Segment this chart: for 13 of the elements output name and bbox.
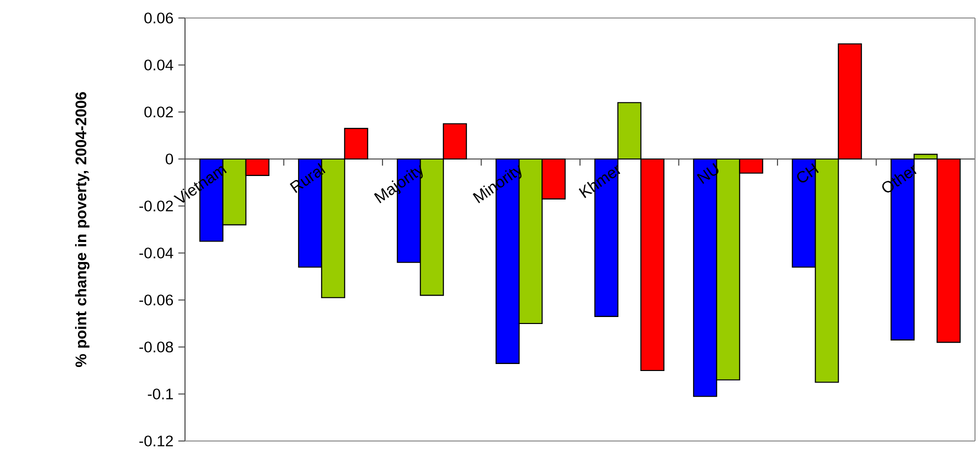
y-axis-title: % point change in poverty, 2004-2006 — [75, 92, 90, 368]
y-tick-label: -0.08 — [139, 342, 173, 352]
y-tick-label: 0.04 — [144, 60, 174, 70]
y-tick-label: 0.02 — [144, 106, 173, 118]
y-tick-label: -0.06 — [139, 294, 173, 306]
x-tick-label: CH — [797, 163, 819, 182]
x-tick-label: NU — [696, 163, 718, 184]
y-tick-label: -0.1 — [148, 388, 173, 400]
y-tick-label: -0.12 — [139, 436, 173, 446]
y-tick-label: -0.04 — [139, 248, 174, 258]
y-tick-label: 0.06 — [144, 12, 173, 24]
y-tick-label: 0 — [166, 154, 174, 164]
y-tick-label: -0.02 — [139, 200, 173, 212]
